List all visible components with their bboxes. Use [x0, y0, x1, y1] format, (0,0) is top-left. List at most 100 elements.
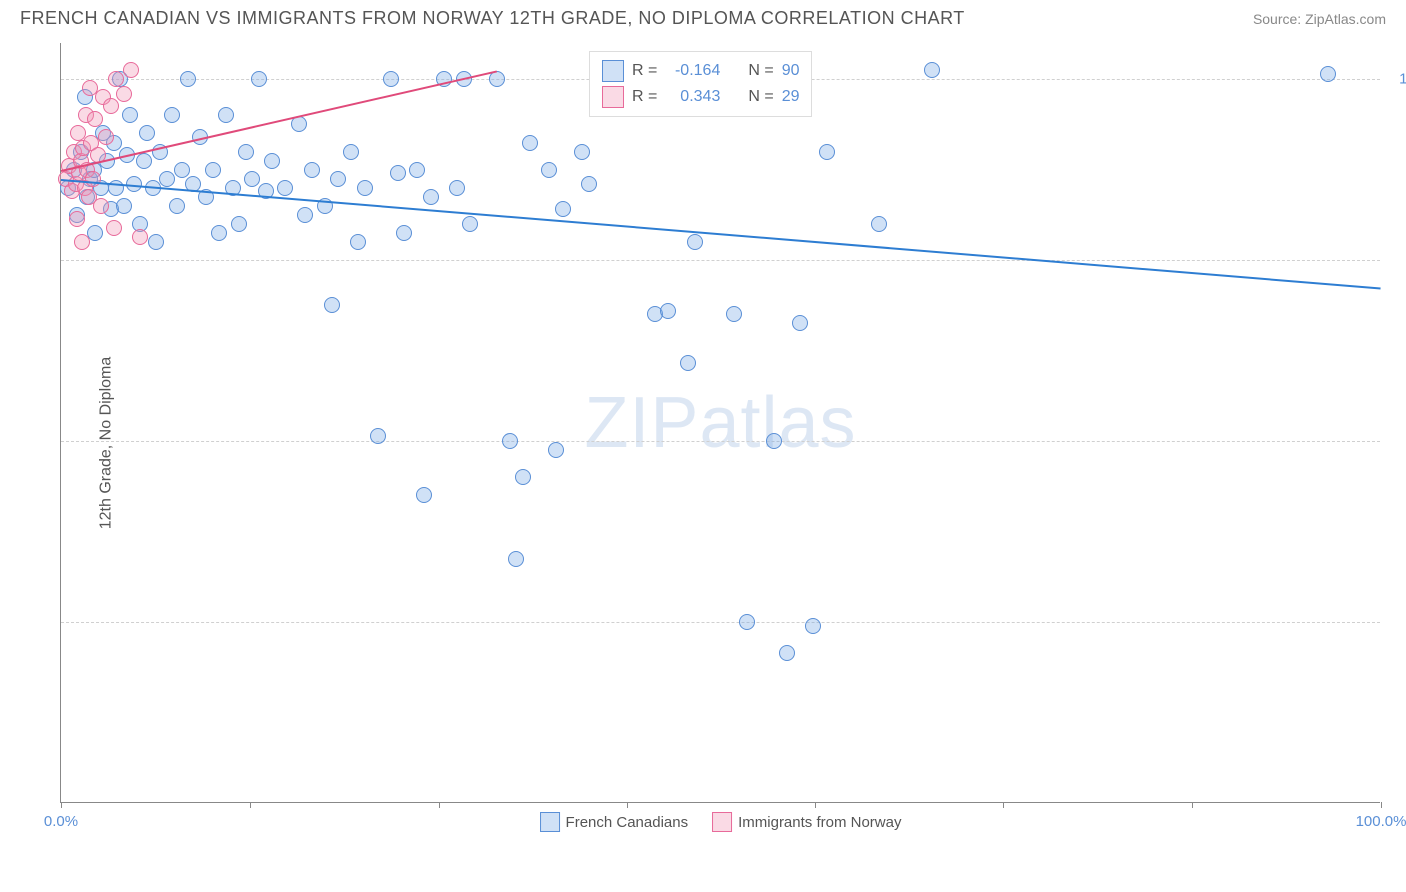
data-point — [370, 428, 386, 444]
data-point — [205, 162, 221, 178]
data-point — [687, 234, 703, 250]
chart-title: FRENCH CANADIAN VS IMMIGRANTS FROM NORWA… — [20, 8, 965, 29]
data-point — [211, 225, 227, 241]
data-point — [574, 144, 590, 160]
legend-row: R = 0.343 N = 29 — [602, 84, 799, 110]
gridline-h — [61, 260, 1380, 261]
chart-container: 12th Grade, No Diploma ZIPatlas 70.0%80.… — [0, 33, 1406, 853]
data-point — [218, 107, 234, 123]
data-point — [122, 107, 138, 123]
legend-swatch — [602, 60, 624, 82]
x-tick-mark — [250, 802, 251, 808]
data-point — [69, 211, 85, 227]
data-point — [390, 165, 406, 181]
trend-line — [61, 179, 1381, 290]
y-tick-label: 90.0% — [1390, 252, 1406, 269]
data-point — [244, 171, 260, 187]
x-tick-mark — [815, 802, 816, 808]
data-point — [581, 176, 597, 192]
r-value: 0.343 — [665, 88, 720, 106]
data-point — [169, 198, 185, 214]
data-point — [297, 207, 313, 223]
data-point — [924, 62, 940, 78]
data-point — [396, 225, 412, 241]
legend-swatch — [712, 812, 732, 832]
data-point — [555, 201, 571, 217]
data-point — [106, 220, 122, 236]
data-point — [522, 135, 538, 151]
n-value: 90 — [782, 62, 800, 80]
r-label: R = — [632, 62, 657, 80]
data-point — [350, 234, 366, 250]
data-point — [164, 107, 180, 123]
data-point — [148, 234, 164, 250]
chart-header: FRENCH CANADIAN VS IMMIGRANTS FROM NORWA… — [0, 0, 1406, 33]
data-point — [1320, 66, 1336, 82]
data-point — [779, 645, 795, 661]
data-point — [383, 71, 399, 87]
legend-label: Immigrants from Norway — [738, 814, 901, 831]
data-point — [805, 618, 821, 634]
data-point — [136, 153, 152, 169]
data-point — [180, 71, 196, 87]
data-point — [87, 111, 103, 127]
data-point — [680, 355, 696, 371]
x-tick-label: 100.0% — [1356, 813, 1406, 830]
data-point — [871, 216, 887, 232]
watermark: ZIPatlas — [584, 382, 856, 464]
source-citation: Source: ZipAtlas.com — [1253, 11, 1386, 27]
data-point — [792, 315, 808, 331]
gridline-h — [61, 441, 1380, 442]
data-point — [231, 216, 247, 232]
r-label: R = — [632, 88, 657, 106]
data-point — [660, 303, 676, 319]
data-point — [116, 86, 132, 102]
data-point — [159, 171, 175, 187]
data-point — [416, 487, 432, 503]
n-label: N = — [748, 62, 773, 80]
legend-label: French Canadians — [566, 814, 689, 831]
data-point — [103, 98, 119, 114]
data-point — [739, 614, 755, 630]
data-point — [508, 551, 524, 567]
series-legend: French Canadians Immigrants from Norway — [540, 812, 902, 832]
gridline-h — [61, 622, 1380, 623]
data-point — [139, 125, 155, 141]
legend-row: R =-0.164N =90 — [602, 58, 799, 84]
data-point — [330, 171, 346, 187]
x-tick-label: 0.0% — [44, 813, 78, 830]
legend-item: Immigrants from Norway — [712, 812, 901, 832]
data-point — [548, 442, 564, 458]
legend-swatch — [540, 812, 560, 832]
n-value: 29 — [782, 88, 800, 106]
data-point — [264, 153, 280, 169]
data-point — [515, 469, 531, 485]
data-point — [74, 234, 90, 250]
x-tick-mark — [627, 802, 628, 808]
x-tick-mark — [61, 802, 62, 808]
data-point — [251, 71, 267, 87]
data-point — [541, 162, 557, 178]
data-point — [409, 162, 425, 178]
legend-swatch — [602, 86, 624, 108]
data-point — [174, 162, 190, 178]
x-tick-mark — [1003, 802, 1004, 808]
data-point — [116, 198, 132, 214]
data-point — [85, 171, 101, 187]
data-point — [123, 62, 139, 78]
x-tick-mark — [1192, 802, 1193, 808]
data-point — [343, 144, 359, 160]
data-point — [98, 129, 114, 145]
data-point — [462, 216, 478, 232]
data-point — [304, 162, 320, 178]
x-tick-mark — [439, 802, 440, 808]
legend-item: French Canadians — [540, 812, 689, 832]
x-tick-mark — [1381, 802, 1382, 808]
data-point — [357, 180, 373, 196]
data-point — [238, 144, 254, 160]
data-point — [766, 433, 782, 449]
y-tick-label: 100.0% — [1390, 71, 1406, 88]
n-label: N = — [748, 88, 773, 106]
data-point — [324, 297, 340, 313]
data-point — [502, 433, 518, 449]
